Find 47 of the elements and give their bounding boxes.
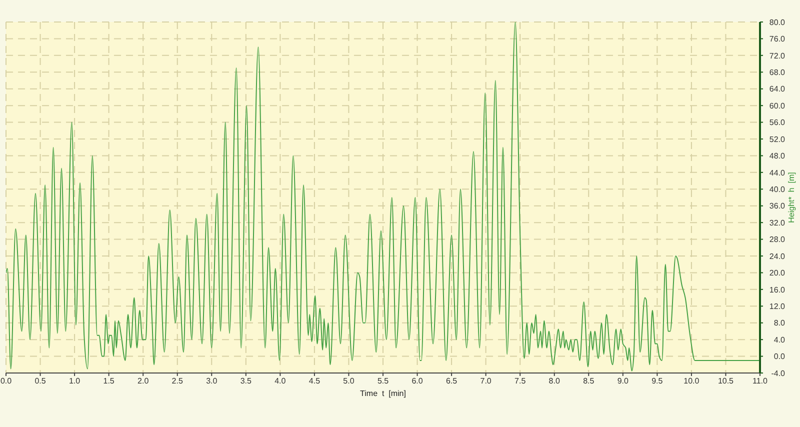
- y-tick-label: 32.0: [769, 218, 786, 228]
- x-tick-label: 10.5: [718, 376, 734, 386]
- y-tick-label: 44.0: [769, 168, 786, 178]
- x-tick-label: 7.5: [514, 376, 526, 386]
- x-tick-label: 4.5: [308, 376, 321, 386]
- x-tick-label: 2.0: [138, 376, 150, 386]
- x-tick-label: 5.0: [343, 376, 355, 386]
- y-tick-label: 80.0: [769, 18, 786, 27]
- y-axis-title: Height* h [m]: [787, 172, 796, 223]
- y-tick-label: 20.0: [769, 268, 786, 278]
- x-tick-label: 3.5: [240, 376, 252, 386]
- x-tick-label: 0.5: [34, 376, 46, 386]
- y-tick-label: 68.0: [769, 68, 786, 77]
- x-tick-label: 9.0: [617, 376, 630, 386]
- x-tick-label: 7.0: [480, 376, 492, 386]
- x-tick-label: 2.5: [172, 376, 184, 386]
- y-tick-label: 64.0: [769, 84, 786, 94]
- y-tick-label: 0.0: [774, 352, 786, 362]
- x-tick-label: 0.0: [0, 376, 12, 386]
- x-tick-label: 6.0: [412, 376, 424, 386]
- y-tick-label: 8.0: [774, 318, 786, 328]
- y-tick-label: -4.0: [771, 368, 786, 378]
- y-tick-label: 76.0: [769, 34, 786, 44]
- x-tick-label: 8.5: [583, 376, 595, 386]
- x-tick-label: 4.0: [274, 376, 286, 386]
- x-axis-title: Time t [min]: [360, 389, 406, 398]
- y-tick-label: 56.0: [769, 118, 786, 128]
- y-tick-label: 24.0: [769, 252, 786, 261]
- x-tick-label: 1.0: [68, 376, 81, 386]
- x-tick-label: 1.5: [103, 376, 115, 386]
- y-tick-label: 60.0: [769, 101, 786, 110]
- x-tick-label: 10.0: [684, 376, 700, 386]
- y-tick-label: 4.0: [774, 335, 786, 344]
- y-tick-label: 48.0: [769, 152, 786, 161]
- x-tick-label: 5.5: [377, 376, 390, 386]
- x-tick-label: 9.5: [652, 376, 664, 386]
- y-tick-label: 52.0: [769, 134, 786, 144]
- y-tick-label: 40.0: [769, 184, 786, 194]
- x-tick-label: 11.0: [752, 376, 768, 386]
- x-tick-label: 8.0: [548, 376, 560, 386]
- y-tick-label: 72.0: [769, 51, 786, 60]
- x-tick-label: 6.5: [446, 376, 458, 386]
- y-tick-label: 28.0: [769, 235, 786, 244]
- y-tick-label: 16.0: [769, 285, 786, 294]
- y-tick-label: 36.0: [769, 202, 786, 211]
- x-tick-label: 3.0: [206, 376, 218, 386]
- y-tick-label: 12.0: [769, 302, 786, 311]
